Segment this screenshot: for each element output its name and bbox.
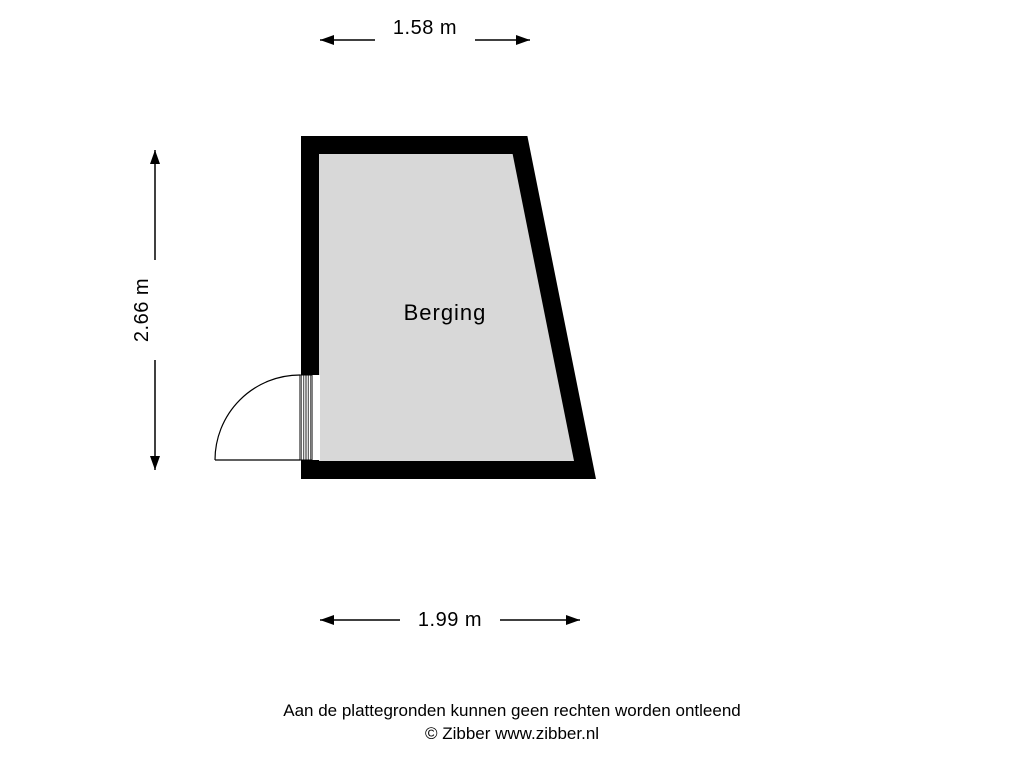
room-label: Berging (404, 300, 487, 325)
dimension-bottom: 1.99 m (320, 609, 580, 631)
dimension-left-label: 2.66 m (131, 278, 153, 342)
arrow-head (320, 615, 334, 625)
footer-disclaimer: Aan de plattegronden kunnen geen rechten… (283, 701, 740, 720)
arrow-head (150, 456, 160, 470)
dimension-top: 1.58 m (320, 17, 530, 40)
footer-copyright: © Zibber www.zibber.nl (425, 724, 599, 743)
arrow-head (566, 615, 580, 625)
door-panel (300, 375, 312, 460)
door-swing-arc (215, 375, 300, 460)
arrow-head (150, 150, 160, 164)
floorplan-canvas: Berging 1.58 m 1.99 m 2.66 m Aan de platteg… (0, 0, 1024, 768)
dimension-top-label: 1.58 m (393, 17, 457, 39)
arrow-head (320, 35, 334, 45)
arrow-head (516, 35, 530, 45)
dimension-bottom-label: 1.99 m (418, 609, 482, 631)
footer: Aan de plattegronden kunnen geen rechten… (0, 700, 1024, 746)
dimension-left: 2.66 m (131, 150, 155, 470)
floorplan-svg: Berging 1.58 m 1.99 m 2.66 m (0, 0, 1024, 768)
